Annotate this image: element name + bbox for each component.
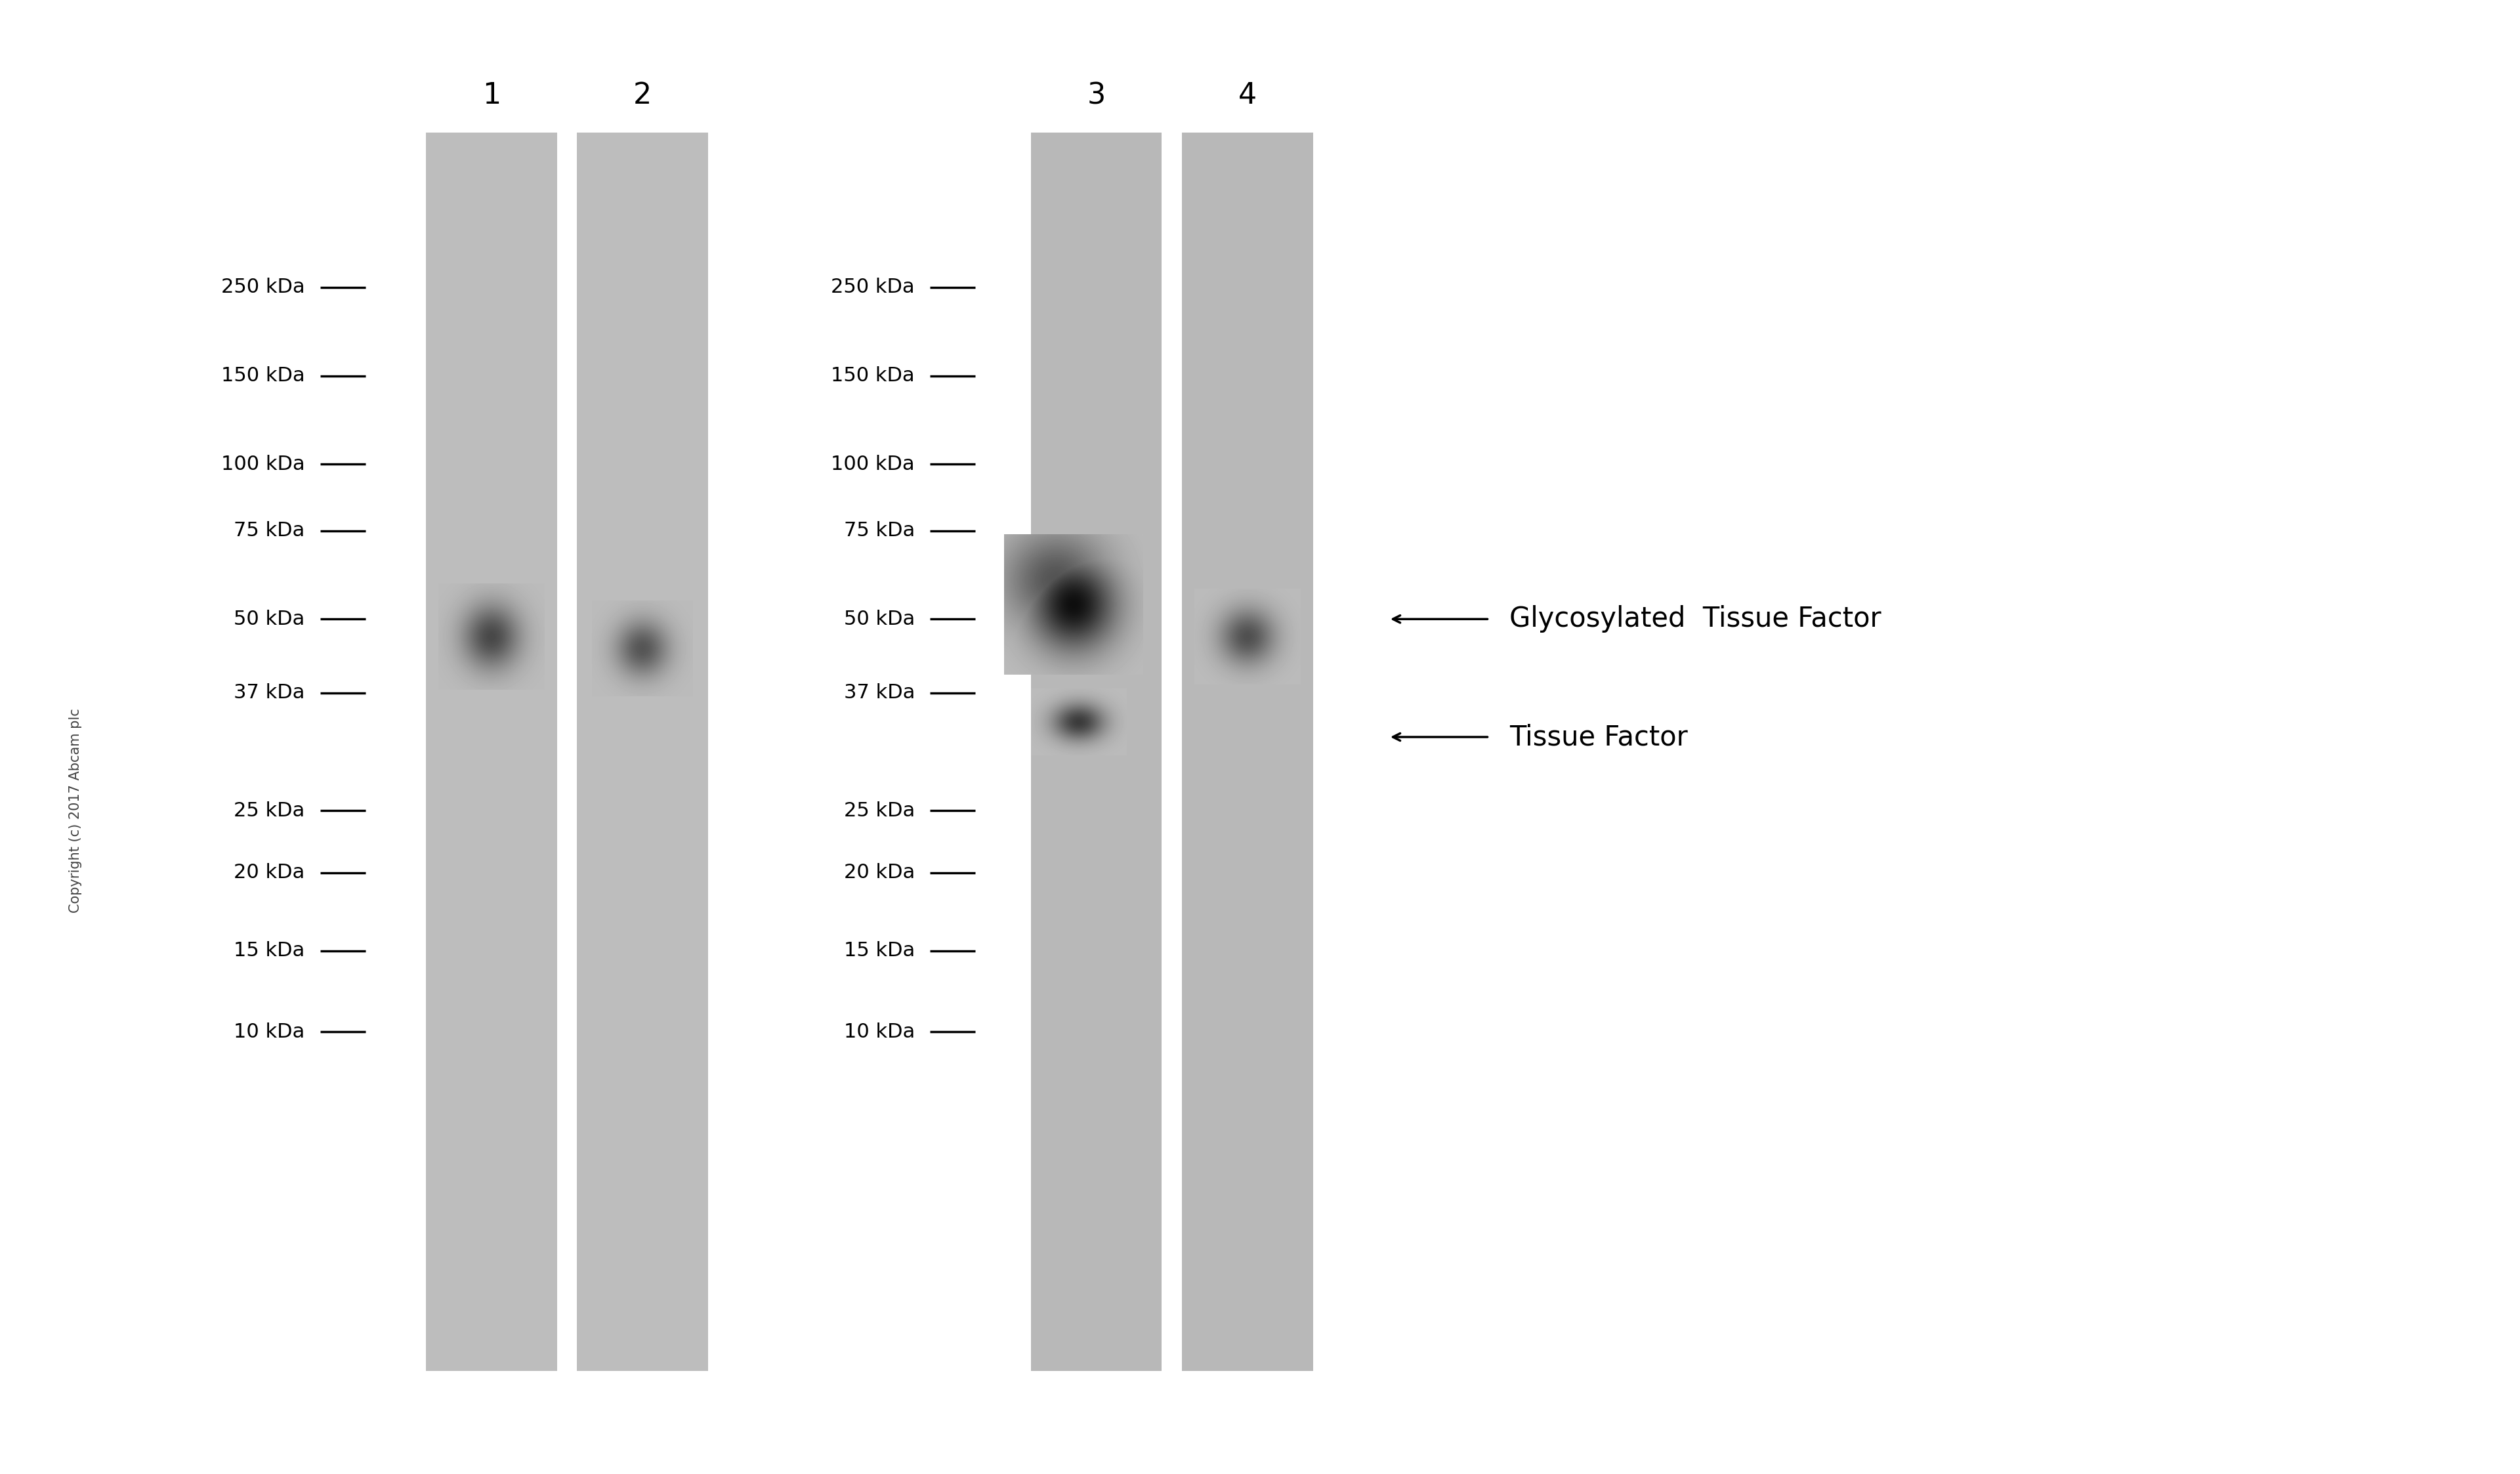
Text: 25 kDa: 25 kDa: [844, 802, 915, 820]
Text: 37 kDa: 37 kDa: [234, 684, 305, 702]
Text: 150 kDa: 150 kDa: [832, 367, 915, 385]
Text: 100 kDa: 100 kDa: [832, 455, 915, 473]
Text: 1: 1: [481, 81, 501, 111]
Text: 250 kDa: 250 kDa: [832, 279, 915, 296]
Text: 4: 4: [1237, 81, 1257, 111]
Text: 20 kDa: 20 kDa: [234, 864, 305, 881]
Text: 10 kDa: 10 kDa: [844, 1023, 915, 1041]
Bar: [426, 133, 557, 1371]
Text: 25 kDa: 25 kDa: [234, 802, 305, 820]
Text: 50 kDa: 50 kDa: [234, 610, 305, 628]
Text: 250 kDa: 250 kDa: [222, 279, 305, 296]
Text: 75 kDa: 75 kDa: [844, 522, 915, 539]
Bar: [1182, 133, 1313, 1371]
Text: 10 kDa: 10 kDa: [234, 1023, 305, 1041]
Text: 75 kDa: 75 kDa: [234, 522, 305, 539]
Text: 2: 2: [633, 81, 653, 111]
Text: Tissue Factor: Tissue Factor: [1509, 724, 1688, 750]
Text: 100 kDa: 100 kDa: [222, 455, 305, 473]
Text: Glycosylated  Tissue Factor: Glycosylated Tissue Factor: [1509, 606, 1882, 632]
Text: 3: 3: [1086, 81, 1106, 111]
Text: 50 kDa: 50 kDa: [844, 610, 915, 628]
Text: 20 kDa: 20 kDa: [844, 864, 915, 881]
Text: 150 kDa: 150 kDa: [222, 367, 305, 385]
Text: Copyright (c) 2017 Abcam plc: Copyright (c) 2017 Abcam plc: [68, 709, 83, 912]
Text: 15 kDa: 15 kDa: [234, 942, 305, 960]
Text: 37 kDa: 37 kDa: [844, 684, 915, 702]
Text: 15 kDa: 15 kDa: [844, 942, 915, 960]
Bar: [577, 133, 708, 1371]
Bar: [1031, 133, 1162, 1371]
